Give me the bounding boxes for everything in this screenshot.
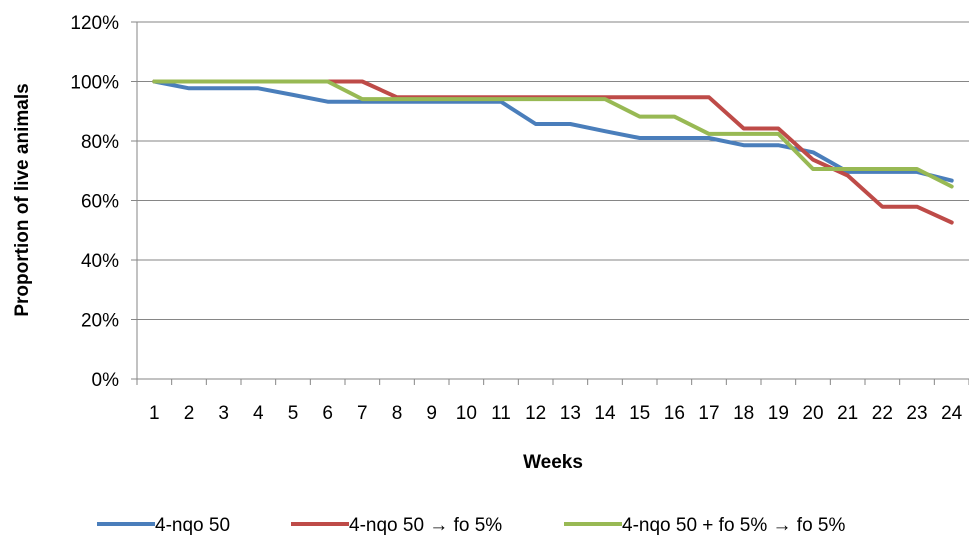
x-tick-label: 2 [184, 403, 195, 424]
x-tick-label: 18 [733, 403, 754, 424]
x-tick-label: 23 [906, 403, 927, 424]
y-tick-label: 100% [70, 73, 119, 94]
x-tick-label: 21 [837, 403, 858, 424]
y-tick-label: 40% [81, 251, 119, 272]
x-tick-label: 12 [525, 403, 546, 424]
y-tick-labels: 0% 20% 40% 60% 80% 100% 120% [70, 13, 119, 391]
x-tick-label: 10 [456, 403, 477, 424]
series-line-2 [152, 79, 954, 225]
x-tick-label: 8 [392, 403, 403, 424]
series-line-3 [152, 79, 954, 189]
x-tick-label: 1 [149, 403, 160, 424]
x-axis-title: Weeks [523, 452, 583, 473]
y-tick-label: 80% [81, 132, 119, 153]
x-tick-label: 4 [253, 403, 264, 424]
x-tick-labels: 1 2 3 4 5 6 7 8 9 10 11 12 13 14 15 16 17 18 19 20 21 22 23 24 [149, 403, 963, 424]
y-tick-label: 20% [81, 311, 119, 332]
x-tick-label: 13 [560, 403, 581, 424]
x-tick-label: 6 [322, 403, 333, 424]
x-tick-label: 16 [664, 403, 685, 424]
axes [131, 21, 969, 385]
y-tick-label: 60% [81, 192, 119, 213]
x-tick-label: 5 [288, 403, 299, 424]
x-tick-label: 22 [872, 403, 893, 424]
y-tick-label: 0% [92, 370, 120, 391]
y-axis-title: Proportion of live animals [12, 83, 33, 316]
x-tick-label: 19 [768, 403, 789, 424]
x-tick-label: 24 [941, 403, 963, 424]
x-tick-label: 20 [802, 403, 823, 424]
x-tick-label: 9 [426, 403, 437, 424]
x-tick-label: 15 [629, 403, 650, 424]
legend: 4-nqo 50 4-nqo 50 → fo 5% 4-nqo 50 + fo 5%… [97, 515, 845, 536]
legend-label: 4-nqo 50 [155, 515, 230, 536]
y-tick-label: 120% [70, 13, 119, 34]
legend-label: 4-nqo 50 → fo 5% [349, 515, 502, 536]
series-lines [152, 79, 954, 225]
x-tick-label: 7 [357, 403, 368, 424]
x-tick-label: 17 [698, 403, 719, 424]
legend-label: 4-nqo 50 + fo 5% → fo 5% [622, 515, 845, 536]
x-tick-label: 14 [594, 403, 616, 424]
series-line-1 [152, 79, 954, 183]
x-tick-label: 11 [491, 403, 511, 424]
x-tick-label: 3 [218, 403, 229, 424]
